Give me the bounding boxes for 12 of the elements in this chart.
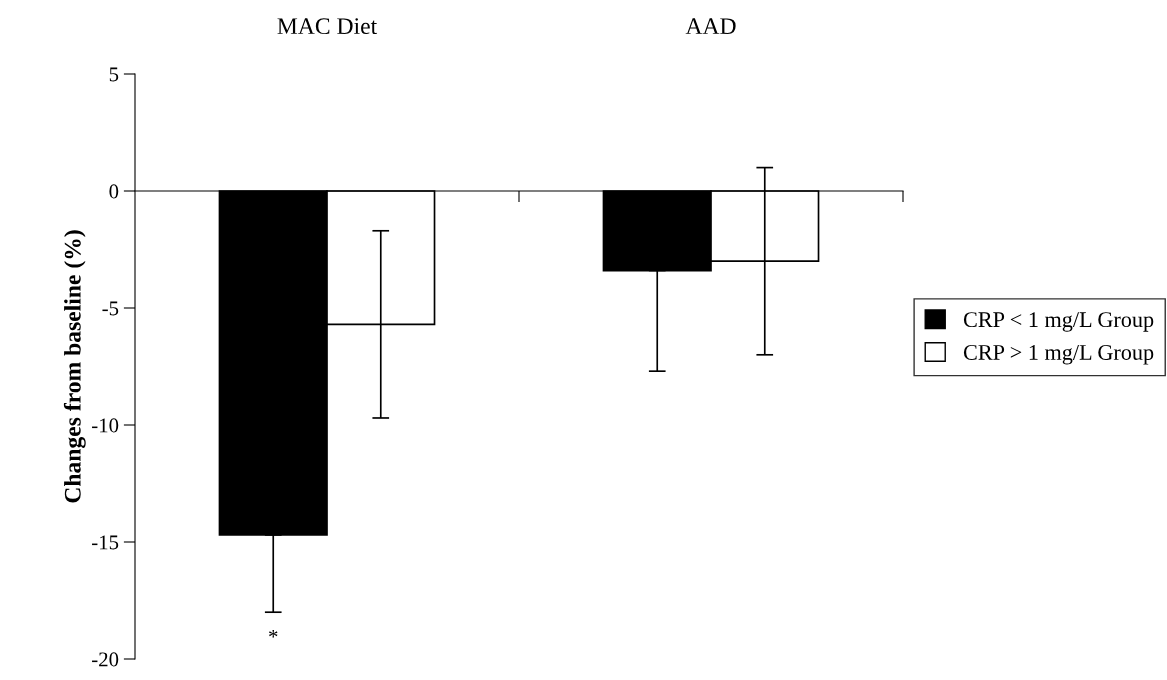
y-tick-label: -20 <box>92 652 119 667</box>
x-tick-label: MAC Diet <box>277 18 378 35</box>
legend-label: CRP > 1 mg/L Group <box>963 344 1154 365</box>
y-tick-label: 0 <box>109 184 119 199</box>
y-tick-label: -15 <box>92 535 119 550</box>
x-tick-label: AAD <box>685 18 736 34</box>
annotation: * <box>269 629 278 638</box>
legend-label: CRP < 1 mg/L Group <box>963 312 1154 332</box>
y-tick-label: 5 <box>109 67 119 82</box>
y-tick-label: -5 <box>102 301 119 316</box>
y-tick-label: -10 <box>92 418 119 433</box>
y-axis-title: Changes from baseline (%) <box>63 230 86 503</box>
